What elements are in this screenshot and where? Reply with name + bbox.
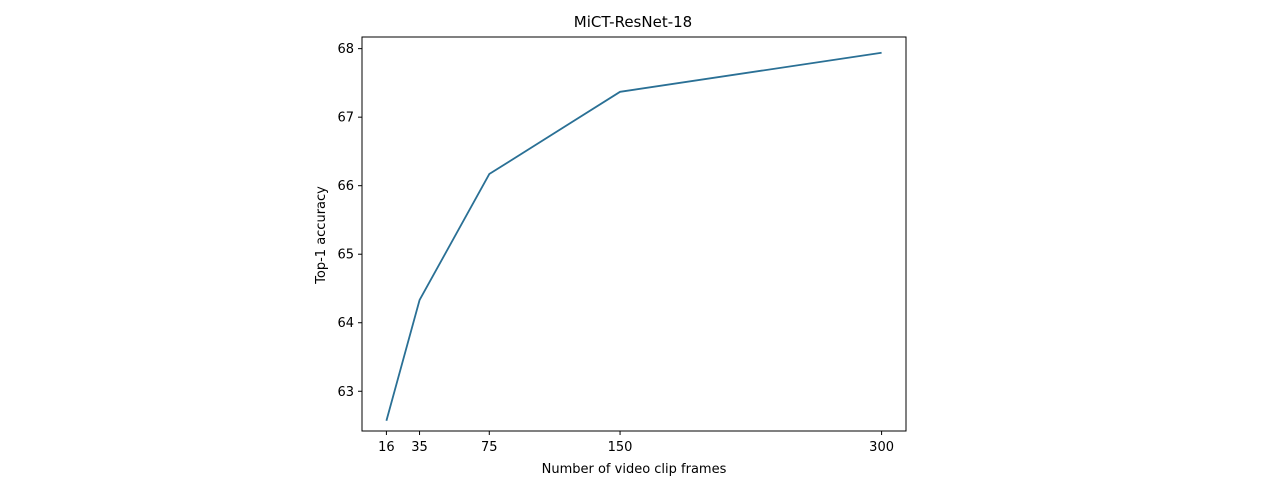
- y-tick-label: 66: [337, 179, 354, 194]
- y-axis-label: Top-1 accuracy: [314, 186, 329, 285]
- chart-title: MiCT-ResNet-18: [574, 13, 692, 31]
- x-tick-label: 35: [411, 440, 428, 455]
- x-axis-label: Number of video clip frames: [542, 462, 727, 477]
- x-tick-label: 16: [378, 440, 395, 455]
- y-tick-label: 68: [337, 42, 354, 57]
- y-tick-label: 65: [337, 248, 354, 263]
- series-layer: [385, 51, 882, 421]
- x-tick-label: 300: [869, 440, 894, 455]
- y-tick-label: 64: [337, 316, 354, 331]
- y-tick-label: 67: [337, 111, 354, 126]
- plot-area: [361, 36, 907, 432]
- x-axis: 16 35 75 150 300: [378, 431, 894, 455]
- x-tick-label: 75: [481, 440, 498, 455]
- x-tick-label: 150: [608, 440, 633, 455]
- series-line: [385, 51, 882, 421]
- y-axis: 63 64 65 66 67 68: [337, 42, 362, 400]
- plot-frame: [361, 36, 907, 432]
- y-tick-label: 63: [337, 385, 354, 400]
